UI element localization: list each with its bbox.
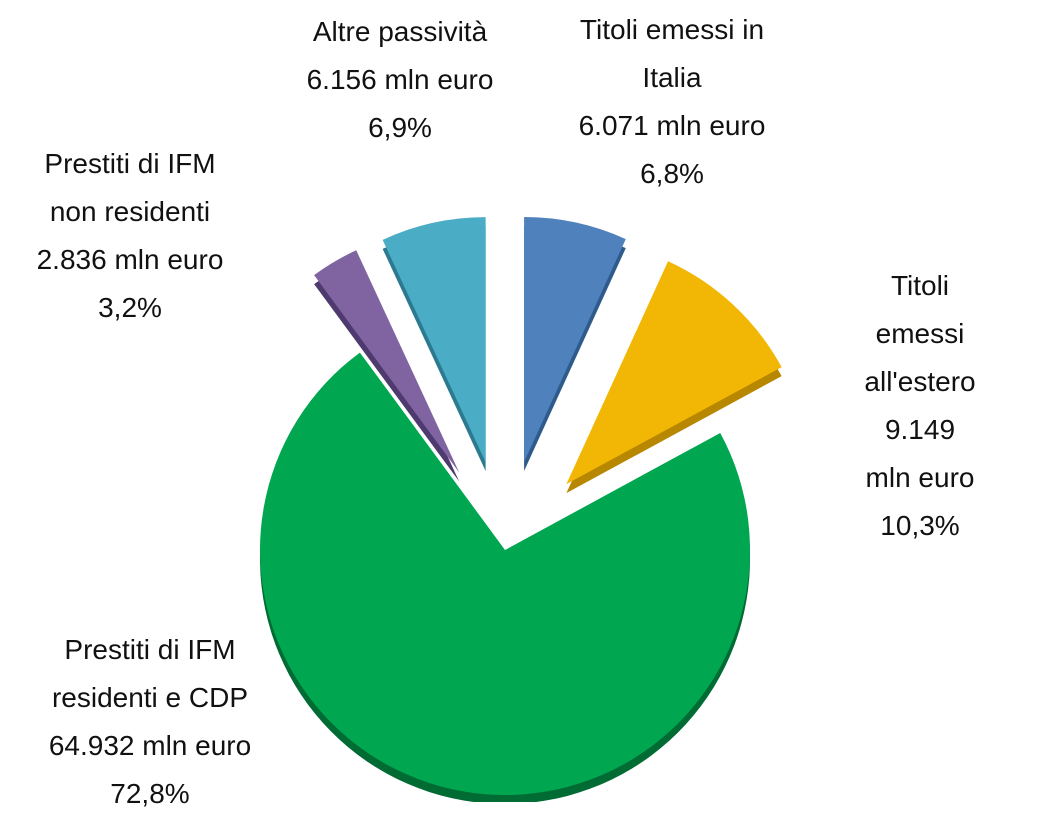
slice	[314, 250, 460, 473]
slice	[260, 352, 750, 795]
slice-label: Titoli emessi in Italia 6.071 mln euro 6,8…	[579, 6, 766, 198]
slice	[566, 261, 782, 485]
slice-value: 2.836 mln euro	[36, 244, 224, 275]
slice	[382, 217, 486, 463]
slice-percent: 6,8%	[640, 158, 704, 189]
slice-name: Prestiti di IFM non residenti	[44, 148, 216, 227]
slice-value: 64.932 mln euro	[48, 730, 252, 761]
slice-value: 6.156 mln euro	[306, 64, 494, 95]
slice-name: Titoli emessi in Italia	[579, 14, 765, 93]
slice-name: Titoli emessi all'estero	[864, 270, 976, 397]
slice-label: Titoli emessi all'estero 9.149 mln euro 10…	[861, 262, 980, 550]
slice-percent: 10,3%	[880, 510, 960, 541]
slice-name: Prestiti di IFM residenti e CDP	[51, 634, 249, 713]
slice-label: Prestiti di IFM residenti e CDP 64.932 ml…	[49, 626, 251, 818]
slice-label: Prestiti di IFM non residenti 2.836 mln e…	[37, 140, 224, 332]
slice-value: 6.071 mln euro	[578, 110, 766, 141]
slice	[524, 217, 626, 463]
slice-label: Altre passività 6.156 mln euro 6,9%	[307, 8, 494, 152]
slice-percent: 72,8%	[110, 778, 190, 809]
slice-percent: 6,9%	[368, 112, 432, 143]
slice-value: 9.149 mln euro	[865, 414, 975, 493]
slice-percent: 3,2%	[98, 292, 162, 323]
slice-name: Altre passività	[312, 16, 488, 47]
